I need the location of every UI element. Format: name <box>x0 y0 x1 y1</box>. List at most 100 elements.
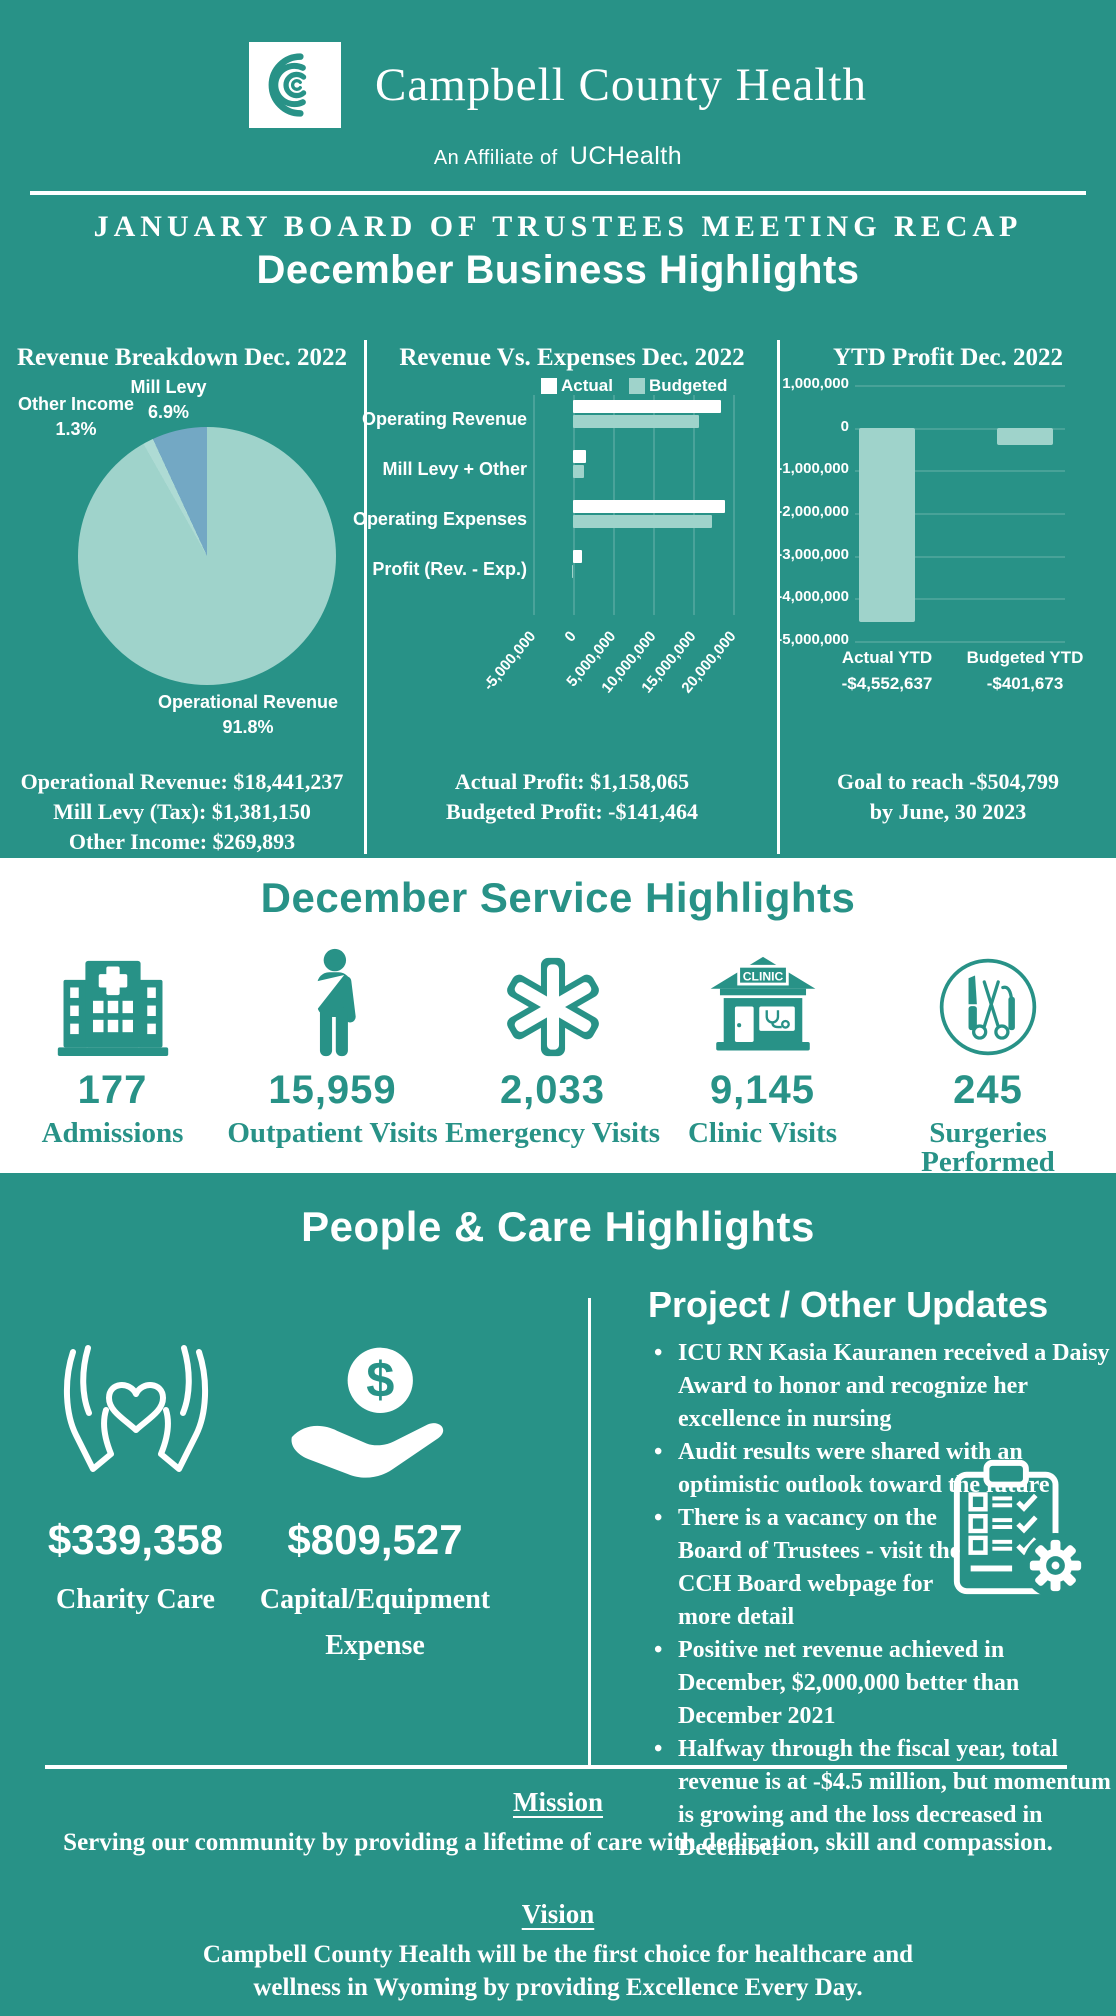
people-divider <box>588 1298 591 1765</box>
hand-dollar-icon: $ <box>255 1319 495 1509</box>
mission-vision: Mission Serving our community by providi… <box>0 1787 1116 2004</box>
vision-title: Vision <box>521 1899 595 1929</box>
stat-value: 2,033 <box>499 1068 606 1112</box>
stat-value: $809,527 <box>287 1516 463 1563</box>
actual-bar <box>573 450 587 463</box>
budgeted-swatch <box>628 378 645 394</box>
column-divider <box>777 340 780 854</box>
pie-chart-title: Revenue Breakdown Dec. 2022 <box>16 344 348 371</box>
stat-label: Capital/Equipment Expense <box>259 1584 491 1661</box>
gridline <box>733 395 735 615</box>
y-tick-label: -4,000,000 <box>777 588 849 606</box>
project-updates-list: ICU RN Kasia Kauranen received a Daisy A… <box>648 1337 1116 1865</box>
bar-chart-title: Revenue Vs. Expenses Dec. 2022 <box>399 344 745 371</box>
gridline <box>855 385 1065 387</box>
ytd-budgeted-value: -$401,673 <box>986 674 1064 693</box>
actual-bar <box>573 500 725 513</box>
gridline <box>533 395 535 615</box>
stat-surgeries-performed: 245 Surgeries Performed <box>860 946 1116 1177</box>
stat-value: 15,959 <box>268 1068 397 1112</box>
brand-row: Campbell County Health <box>0 0 1116 128</box>
clipboard-gear-icon <box>945 1455 1093 1608</box>
affiliate-line: An Affiliate of UCHealth <box>0 142 1116 171</box>
header: Campbell County Health An Affiliate of U… <box>0 0 1116 330</box>
budgeted-bar <box>573 415 699 428</box>
stat-value: $339,358 <box>47 1516 224 1563</box>
revenue-breakdown-section: Revenue Breakdown Dec. 2022 Mill Levy 6.… <box>0 330 364 858</box>
bar-category-label: Operating Expenses <box>352 509 527 529</box>
people-care-band: People & Care Highlights $339,358 Charit… <box>0 1173 1116 2016</box>
actual-bar <box>573 400 721 413</box>
star-of-life-icon <box>502 946 604 1058</box>
business-charts-row: Revenue Breakdown Dec. 2022 Mill Levy 6.… <box>0 330 1116 858</box>
actual-bar <box>573 550 583 563</box>
pie-label-other-income: Other Income 1.3% <box>17 394 135 439</box>
cch-crescents-icon <box>268 53 307 117</box>
pie-label-operational-revenue: Operational Revenue 91.8% <box>157 692 339 737</box>
footer-divider <box>45 1765 1067 1769</box>
ytd-profit-section: YTD Profit Dec. 2022 1,000,000 0 -1,000,00… <box>777 330 1116 858</box>
stat-value: 177 <box>77 1068 148 1112</box>
revenue-vs-expenses-section: Revenue Vs. Expenses Dec. 2022 Actual Bu… <box>353 330 777 858</box>
stat-label: Charity Care <box>56 1584 215 1615</box>
y-tick-label: -3,000,000 <box>777 545 849 563</box>
update-bullet: ICU RN Kasia Kauranen received a Daisy A… <box>648 1337 1116 1436</box>
header-divider <box>30 191 1086 195</box>
bar-category-label: Mill Levy + Other <box>382 459 527 479</box>
y-tick-label: 1,000,000 <box>782 375 849 392</box>
cch-logo <box>249 42 342 128</box>
bar-footnotes: Actual Profit: $1,158,065 Budgeted Profi… <box>446 769 698 824</box>
ytd-chart-plot: 1,000,000 0 -1,000,000 -2,000,000 -3,000,000… <box>777 375 1065 648</box>
gridline <box>855 513 1065 515</box>
y-tick-label: 0 <box>840 417 849 435</box>
budgeted-ytd-bar <box>997 427 1053 445</box>
stat-capital-equipment: $ $809,527 Capital/Equipment Expense <box>255 1319 495 1669</box>
y-tick-label: -1,000,000 <box>777 460 849 478</box>
project-updates-title: Project / Other Updates <box>648 1284 1049 1325</box>
legend-budgeted: Budgeted <box>628 376 727 396</box>
stat-label: Surgeries Performed <box>921 1117 1055 1178</box>
budgeted-bar <box>573 515 712 528</box>
pie-label-mill-levy: Mill Levy 6.9% <box>130 377 207 422</box>
gridline <box>855 427 1065 430</box>
stat-clinic-visits: CLINIC 9,145 Cl <box>665 946 860 1177</box>
hands-heart-icon <box>28 1319 243 1509</box>
update-bullet: There is a vacancy on the Board of Trust… <box>648 1502 978 1634</box>
ytd-actual-label: Actual YTD <box>841 648 933 667</box>
business-highlights-title: December Business Highlights <box>256 248 860 292</box>
ytd-budgeted-label: Budgeted YTD <box>966 648 1084 667</box>
stat-label: Admissions <box>41 1117 184 1149</box>
ytd-footnotes: Goal to reach -$504,799 by June, 30 2023 <box>836 769 1059 824</box>
project-updates: Project / Other Updates ICU RN Kasia Kau… <box>648 1285 1116 1865</box>
bar-chart-legend: Actual Budgeted <box>541 376 727 396</box>
dollar-sign: $ <box>366 1351 394 1408</box>
service-highlights-title: December Service Highlights <box>260 874 856 921</box>
mission-title: Mission <box>512 1787 604 1817</box>
clinic-icon: CLINIC <box>705 946 821 1058</box>
legend-actual: Actual <box>541 376 613 396</box>
bar-category-label: Profit (Rev. - Exp.) <box>372 559 527 579</box>
actual-ytd-bar <box>859 427 915 622</box>
gridline <box>855 470 1065 473</box>
stat-emergency-visits: 2,033 Emergency Visits <box>440 946 665 1177</box>
budgeted-bar <box>571 565 573 578</box>
people-care-title: People & Care Highlights <box>301 1203 815 1250</box>
clinic-sign-text: CLINIC <box>742 969 783 983</box>
recap-title: JANUARY BOARD OF TRUSTEES MEETING RECAP <box>93 210 1023 243</box>
pie-footnotes: Operational Revenue: $18,441,237 Mill Le… <box>20 769 344 854</box>
bar-category-label: Operating Revenue <box>361 409 527 429</box>
stat-label: Clinic Visits <box>687 1117 838 1149</box>
affiliate-prefix: An Affiliate of <box>433 147 558 169</box>
budgeted-bar <box>573 465 585 478</box>
update-bullet: Positive net revenue achieved in Decembe… <box>648 1634 1116 1733</box>
bar-chart-plot: -5,000,000 0 5,000,000 10,000,000 15,000,000… <box>480 395 761 696</box>
gridline <box>855 641 1065 643</box>
ytd-chart-title: YTD Profit Dec. 2022 <box>832 344 1064 371</box>
bar-category-labels: Operating Revenue Mill Levy + Other Operat… <box>353 395 527 615</box>
hospital-icon <box>54 946 172 1058</box>
stat-value: 9,145 <box>709 1068 816 1112</box>
org-name: Campbell County Health <box>375 59 867 111</box>
uchealth-wordmark: UCHealth <box>569 142 683 170</box>
pie-chart <box>78 427 336 685</box>
